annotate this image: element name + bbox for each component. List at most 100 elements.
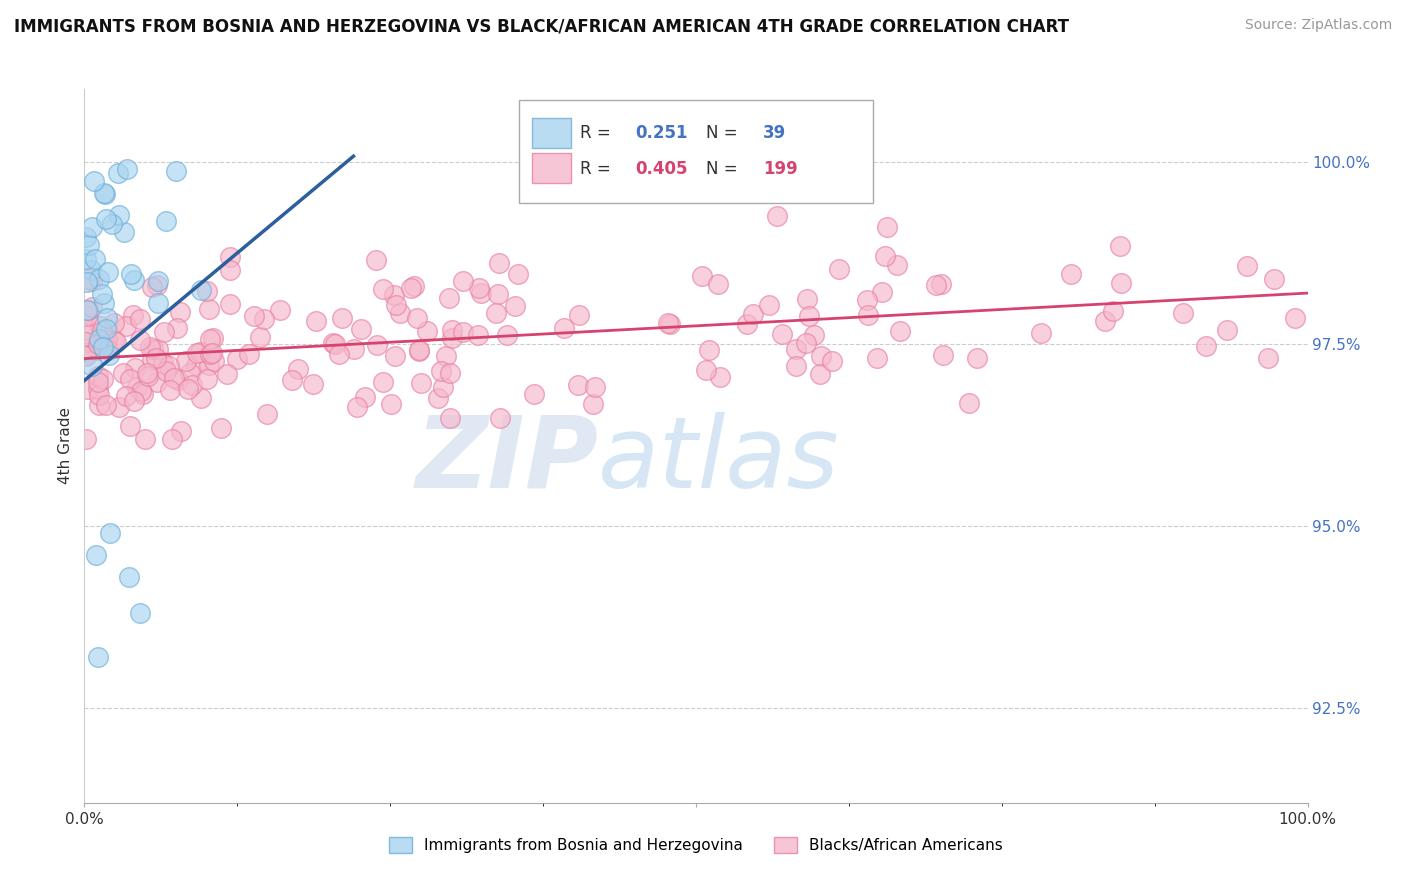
Point <box>453 325 475 339</box>
Point <box>287 362 309 376</box>
Point <box>146 274 169 288</box>
Point <box>146 342 169 356</box>
Point <box>80 275 103 289</box>
Point <box>86 341 108 355</box>
Point <box>77 323 100 337</box>
Point <box>198 347 221 361</box>
Point <box>97 348 120 362</box>
Point <box>219 296 242 310</box>
Point <box>796 293 818 307</box>
Point <box>695 362 717 376</box>
Point <box>467 328 489 343</box>
Point <box>80 359 103 373</box>
Point <box>76 302 98 317</box>
Point <box>426 391 449 405</box>
Point <box>118 570 141 584</box>
Point <box>186 345 208 359</box>
Point <box>794 335 817 350</box>
Point <box>108 208 131 222</box>
Point <box>188 344 211 359</box>
Point <box>582 397 605 411</box>
Point <box>112 225 135 239</box>
Text: Source: ZipAtlas.com: Source: ZipAtlas.com <box>1244 18 1392 32</box>
Point <box>371 282 394 296</box>
Point <box>803 327 825 342</box>
Point <box>322 336 344 351</box>
Point <box>380 397 402 411</box>
Point <box>343 343 366 357</box>
Point <box>79 271 101 285</box>
Point <box>198 358 221 372</box>
Point <box>114 318 136 333</box>
Point <box>302 377 325 392</box>
Point <box>98 526 121 541</box>
Point <box>330 311 353 326</box>
Point <box>567 378 589 392</box>
Point <box>75 229 97 244</box>
Point <box>146 278 169 293</box>
Point <box>75 334 97 349</box>
Point <box>328 347 350 361</box>
Point <box>153 325 176 339</box>
Point <box>1108 239 1130 253</box>
Point <box>523 386 546 401</box>
FancyBboxPatch shape <box>519 100 873 203</box>
Point <box>122 308 145 322</box>
Point <box>103 334 125 348</box>
Point <box>91 340 114 354</box>
Point <box>243 309 266 323</box>
Text: atlas: atlas <box>598 412 839 508</box>
Point <box>87 332 110 346</box>
Point <box>146 376 169 390</box>
Point <box>810 349 832 363</box>
Point <box>94 187 117 202</box>
Point <box>770 327 793 342</box>
Point <box>93 186 115 200</box>
Point <box>876 220 898 235</box>
Point <box>249 330 271 344</box>
Point <box>408 343 430 357</box>
Point <box>470 285 492 300</box>
Text: N =: N = <box>706 161 742 178</box>
Point <box>215 367 238 381</box>
Point <box>346 400 368 414</box>
Point <box>195 284 218 298</box>
Point <box>741 307 763 321</box>
Point <box>785 359 807 373</box>
Point <box>485 306 508 320</box>
Point <box>170 424 193 438</box>
Point <box>766 209 789 223</box>
Point <box>467 281 489 295</box>
Point <box>141 279 163 293</box>
Point <box>488 410 510 425</box>
FancyBboxPatch shape <box>531 118 571 148</box>
Point <box>125 380 148 394</box>
Point <box>209 421 232 435</box>
Point <box>384 349 406 363</box>
Point <box>406 311 429 326</box>
Point <box>808 368 831 382</box>
Point <box>439 410 461 425</box>
Point <box>94 322 117 336</box>
Point <box>146 296 169 310</box>
Point <box>202 354 225 368</box>
Point <box>821 354 844 368</box>
Point <box>238 347 260 361</box>
Point <box>366 337 388 351</box>
Point <box>439 366 461 380</box>
Text: 39: 39 <box>763 125 786 143</box>
Point <box>101 217 124 231</box>
Point <box>198 332 221 346</box>
Point <box>658 317 681 331</box>
Point <box>401 281 423 295</box>
Point <box>1236 259 1258 273</box>
Point <box>1284 311 1306 326</box>
Point <box>169 305 191 319</box>
Point <box>76 302 98 317</box>
Point <box>145 351 167 366</box>
Point <box>440 324 463 338</box>
Point <box>486 287 509 301</box>
Point <box>553 321 575 335</box>
Point <box>437 291 460 305</box>
Point <box>269 303 291 318</box>
